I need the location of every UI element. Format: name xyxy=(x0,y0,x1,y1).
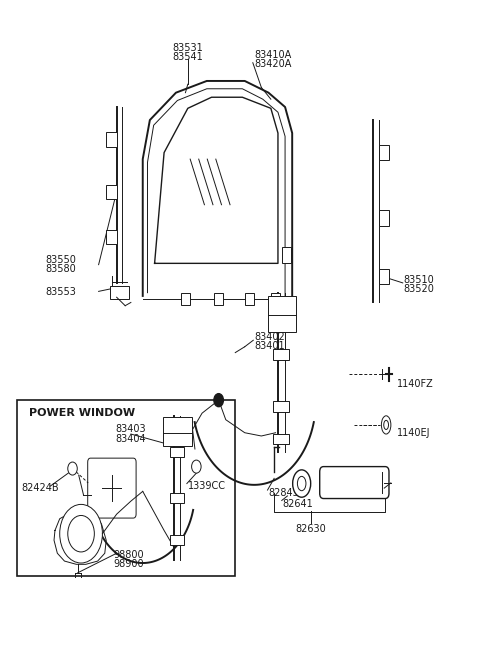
Text: 82641: 82641 xyxy=(283,499,313,509)
Ellipse shape xyxy=(382,416,391,434)
Bar xyxy=(180,293,190,305)
Bar xyxy=(214,293,223,305)
Text: 83541: 83541 xyxy=(172,53,203,62)
Text: 82424B: 82424B xyxy=(22,483,60,493)
FancyBboxPatch shape xyxy=(88,458,136,518)
Text: 83403: 83403 xyxy=(116,424,146,434)
Bar xyxy=(17,400,235,576)
Bar xyxy=(379,269,389,284)
Text: 1140FZ: 1140FZ xyxy=(396,379,433,389)
Text: 83401: 83401 xyxy=(254,341,285,351)
Text: 82843B: 82843B xyxy=(268,487,306,497)
Ellipse shape xyxy=(298,476,306,491)
Text: POWER WINDOW: POWER WINDOW xyxy=(29,408,135,419)
Text: 83553: 83553 xyxy=(46,287,76,297)
Bar xyxy=(379,145,389,160)
Bar xyxy=(273,350,289,360)
Bar xyxy=(282,247,291,263)
Text: 1339CC: 1339CC xyxy=(188,481,226,491)
Text: 83520: 83520 xyxy=(404,284,434,294)
Bar xyxy=(267,296,296,332)
Bar xyxy=(170,535,184,545)
Text: 83580: 83580 xyxy=(46,264,76,274)
Text: 83420A: 83420A xyxy=(254,59,292,69)
Bar xyxy=(170,493,184,503)
Bar xyxy=(379,210,389,225)
Bar xyxy=(273,434,289,444)
Text: 98900: 98900 xyxy=(113,559,144,570)
Ellipse shape xyxy=(384,420,388,430)
Bar xyxy=(109,286,129,299)
Bar xyxy=(245,293,254,305)
Bar xyxy=(106,185,117,199)
Circle shape xyxy=(68,462,77,475)
Text: 1140EJ: 1140EJ xyxy=(396,428,430,438)
Text: 83550: 83550 xyxy=(46,255,76,265)
FancyBboxPatch shape xyxy=(320,466,389,499)
Bar xyxy=(170,447,184,457)
Circle shape xyxy=(60,505,102,563)
Text: 82630: 82630 xyxy=(296,524,326,534)
Text: 83531: 83531 xyxy=(172,43,203,53)
Circle shape xyxy=(214,394,223,407)
Bar xyxy=(106,230,117,244)
Text: 98800: 98800 xyxy=(113,550,144,560)
Text: 83404: 83404 xyxy=(116,434,146,443)
Text: 83510: 83510 xyxy=(404,275,434,284)
Bar xyxy=(273,401,289,412)
Text: 83402: 83402 xyxy=(254,332,285,342)
Bar xyxy=(163,417,192,445)
Circle shape xyxy=(68,516,95,552)
Circle shape xyxy=(192,460,201,473)
Bar xyxy=(106,133,117,147)
Text: 83410A: 83410A xyxy=(254,50,291,60)
Ellipse shape xyxy=(293,470,311,497)
Bar xyxy=(271,293,280,305)
